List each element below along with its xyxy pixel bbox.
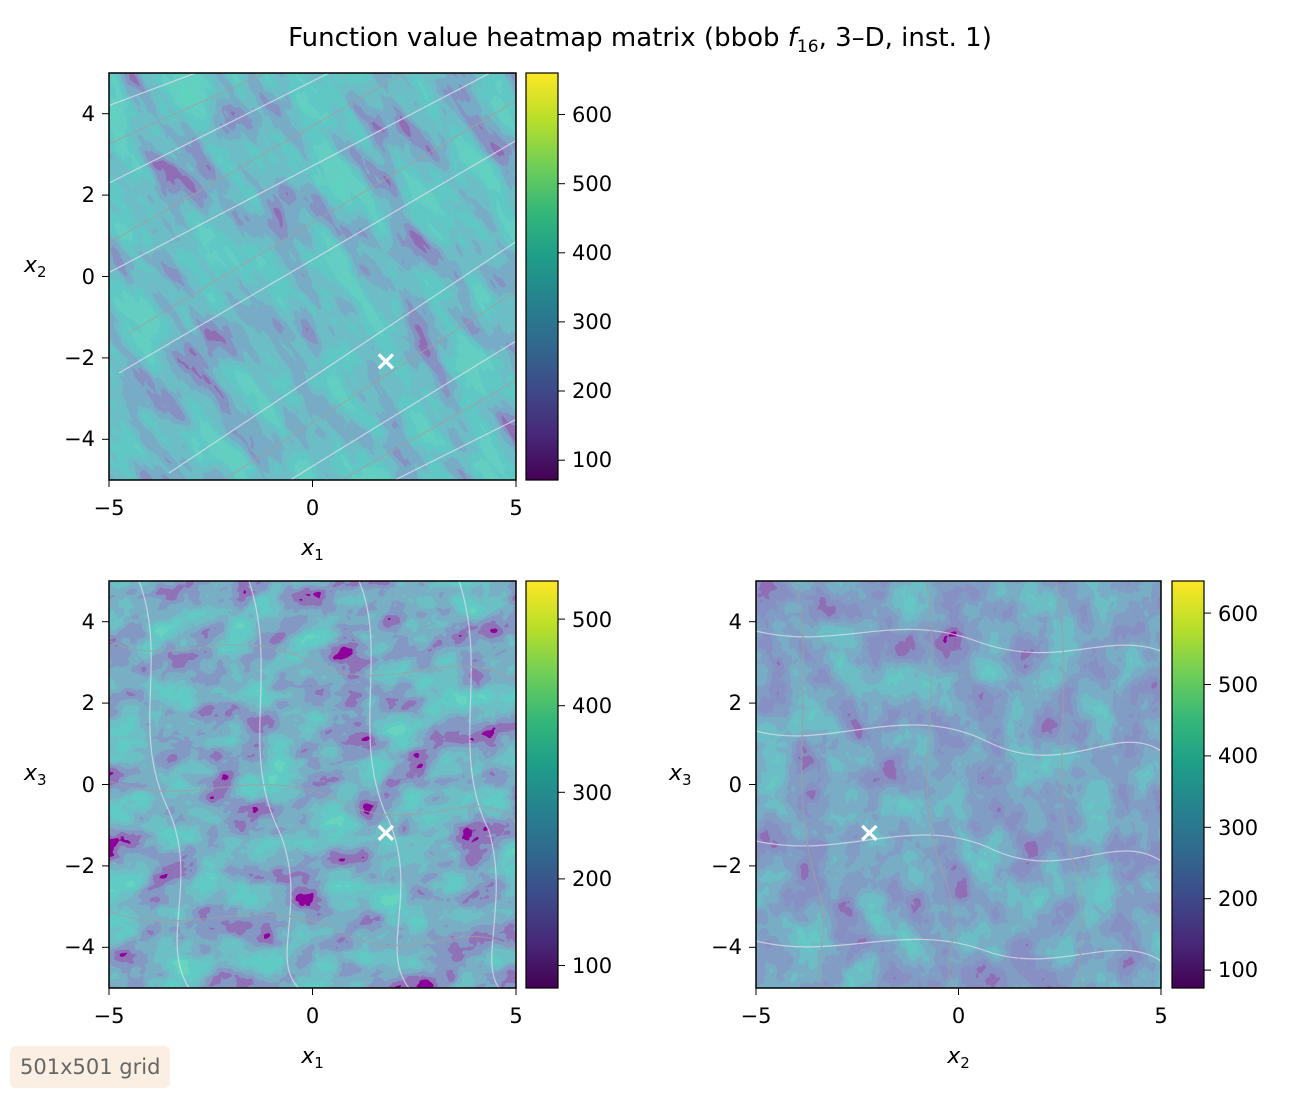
colorbar-x1-x3: 500 400 300 200 100 [525,580,612,989]
y-tick-label: −2 [64,346,95,370]
colorbar-tick-label: 300 [572,781,612,805]
y-tick-label: −2 [64,854,95,878]
contour-lines [109,73,516,480]
y-tick-label: 2 [729,691,742,715]
colorbar-tick-label: 100 [572,954,612,978]
y-tick-label: 0 [729,773,742,797]
x-tick-label: 5 [1154,1004,1167,1028]
x-tick-label: 0 [306,1004,319,1028]
x-tick-label: 5 [509,1004,522,1028]
x-tick-label: 5 [509,496,522,520]
colorbar-tick-label: 100 [572,448,612,472]
contour-lines [109,581,516,988]
heatmap-surface [756,581,1161,988]
y-tick-label: 0 [82,265,95,289]
colorbar-tick-label: 600 [572,103,612,127]
colorbar-tick-label: 500 [572,608,612,632]
colorbar-x1-x2: 600 500 400 300 200 100 [525,72,612,481]
heatmap-panel-x2-x3: × −5 0 5 4 2 0 −2 −4 x2 x3 [668,580,1168,1072]
y-tick-label: −4 [64,935,95,959]
colorbar-x2-x3: 600 500 400 300 200 100 [1171,580,1258,989]
figure-title: Function value heatmap matrix (bbob f16,… [288,23,992,57]
y-tick-label: 0 [82,773,95,797]
colorbar-tick-label: 600 [1218,602,1258,626]
colorbar-tick-label: 300 [572,310,612,334]
colorbar-tick-label: 100 [1218,958,1258,982]
y-tick-label: 2 [82,691,95,715]
colorbar-tick-label: 400 [572,694,612,718]
x-axis: −5 0 5 [94,988,523,1028]
optimum-marker: × [374,344,397,377]
y-axis-label: x2 [23,253,47,281]
colorbar-tick-label: 200 [572,867,612,891]
y-tick-label: 4 [82,610,95,634]
colorbar-tick-label: 500 [1218,673,1258,697]
colorbar-tick-label: 400 [1218,744,1258,768]
y-tick-label: 4 [729,610,742,634]
x-axis-label: x2 [946,1044,970,1072]
optimum-marker: × [858,815,881,848]
y-axis-label: x3 [23,761,47,789]
y-axis: 4 2 0 −2 −4 [64,102,109,451]
contour-lines [756,581,1161,988]
x-axis: −5 0 5 [741,988,1168,1028]
y-tick-label: −2 [711,854,742,878]
y-axis: 4 2 0 −2 −4 [64,610,109,959]
grid-resolution-badge: 501x501 grid [10,1046,171,1088]
heatmap-panel-x1-x3: × −5 0 5 4 2 0 −2 −4 x1 x3 [23,580,523,1072]
x-tick-label: −5 [741,1004,772,1028]
y-tick-label: 2 [82,183,95,207]
optimum-marker: × [374,815,397,848]
x-axis: −5 0 5 [94,480,523,520]
colorbar-tick-label: 200 [572,379,612,403]
y-tick-label: 4 [82,102,95,126]
colorbar-tick-label: 400 [572,241,612,265]
y-axis-label: x3 [668,761,692,789]
y-axis: 4 2 0 −2 −4 [711,610,756,959]
x-tick-label: 0 [306,496,319,520]
colorbar-tick-label: 200 [1218,887,1258,911]
y-tick-label: −4 [711,935,742,959]
heatmap-panel-x1-x2: × −5 0 5 4 2 0 −2 −4 x1 x2 [23,72,523,564]
heatmap-surface [109,73,516,480]
colorbar-tick-label: 300 [1218,816,1258,840]
x-tick-label: −5 [94,496,125,520]
x-axis-label: x1 [300,536,324,564]
x-tick-label: −5 [94,1004,125,1028]
x-tick-label: 0 [952,1004,965,1028]
heatmap-surface [109,581,516,988]
x-axis-label: x1 [300,1044,324,1072]
colorbar-tick-label: 500 [572,172,612,196]
y-tick-label: −4 [64,427,95,451]
